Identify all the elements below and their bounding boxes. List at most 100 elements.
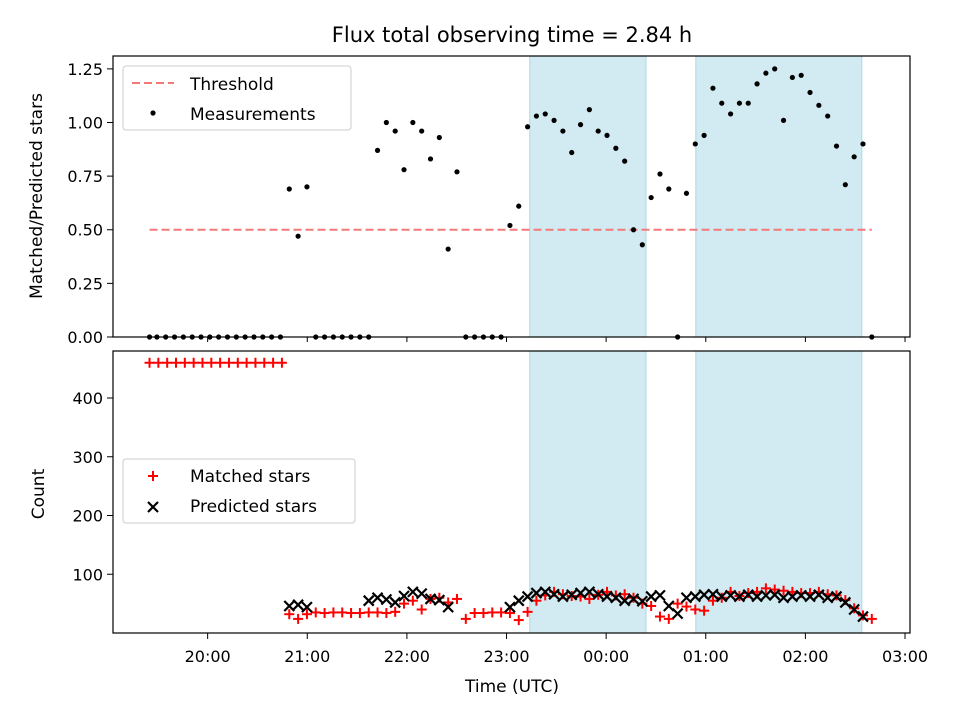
predicted-point-51-b [839,596,852,609]
matched-point-0 [144,357,155,368]
matched-point-38 [478,608,489,619]
matched-point-21 [328,607,339,618]
predicted-point-48 [813,589,825,601]
measurement-point-43 [524,124,531,130]
measurement-point-81 [860,141,866,147]
predicted-point-34-b [689,590,702,603]
predicted-point-13-b [504,601,516,613]
measurement-point-72 [780,117,787,123]
predicted-point-28 [636,595,649,608]
predicted-point-20-b [565,589,578,601]
bottom-panel: 100 200 300 400 20:00 21:00 22:00 23:00 00:00 01:… [72,350,928,666]
predicted-point-50-b [830,590,843,603]
predicted-point-4 [371,591,384,604]
matched-point-15 [276,357,287,368]
predicted-point-22 [583,586,596,598]
predicted-point-0-b [283,600,296,612]
matched-point-39 [487,607,498,618]
predicted-point-16-b [530,587,543,599]
matched-point-29 [399,598,410,609]
top-shaded-span-0 [529,55,647,338]
matched-point-3 [171,357,182,368]
bottom-ytick-label-2: 300 [72,448,103,467]
predicted-point-12 [442,601,454,613]
measurement-point-51 [595,128,601,134]
top-legend: Threshold Measurements [122,65,352,131]
matched-point-31 [416,604,427,615]
predicted-point-0 [283,600,296,612]
measurement-point-35 [454,169,460,175]
predicted-point-23 [592,588,604,601]
predicted-point-2-b [301,601,313,613]
matched-point-2 [162,357,173,368]
predicted-point-42-b [760,589,772,602]
bottom-shaded-span-0 [529,350,647,634]
predicted-point-36 [707,588,719,601]
measurement-point-17 [295,233,301,239]
predicted-point-3 [362,594,375,607]
measurement-point-77 [825,113,831,119]
bottom-ylabel: Count [29,468,49,519]
measurement-point-73 [789,74,795,81]
top-panel: 0.00 0.25 0.50 0.75 1.00 1.25 [67,55,911,347]
predicted-point-26-b [618,594,631,607]
matched-point-8 [215,357,226,368]
measurement-point-76 [816,102,822,108]
legend-measurements-swatch [150,110,156,116]
measurement-point-50 [586,107,592,113]
predicted-point-18-b [548,588,560,601]
measurement-point-62 [692,141,698,147]
predicted-point-47 [804,590,816,603]
predicted-point-9 [415,587,428,600]
measurement-point-29 [401,167,407,173]
predicted-point-11 [433,594,446,606]
matched-point-12 [250,357,261,368]
matched-point-50 [584,593,595,604]
predicted-point-16 [530,587,543,599]
measurement-point-57 [648,194,654,201]
matched-point-43 [522,606,533,617]
matched-point-60 [672,598,683,609]
predicted-point-5 [380,593,393,606]
predicted-point-20 [565,589,578,601]
predicted-point-43 [768,589,781,601]
measurement-point-54 [622,158,628,164]
bottom-legend-box [122,458,356,524]
predicted-point-46-b [795,589,807,602]
measurement-point-41 [507,222,513,229]
measurement-point-45 [542,111,548,117]
predicted-point-35 [698,589,710,601]
matched-point-10 [232,357,243,368]
bottom-xtick-label-7: 03:00 [882,647,928,666]
measurement-point-79 [842,182,848,188]
measurement-point-70 [763,70,769,76]
predicted-point-6-b [389,596,401,609]
predicted-point-14 [512,594,525,607]
measurement-point-30 [410,119,416,126]
bottom-ytick-label-1: 200 [72,507,103,526]
predicted-point-33-b [680,591,693,604]
matched-point-37 [469,608,480,619]
predicted-point-14-b [512,594,525,607]
matched-point-42 [513,615,524,626]
matched-point-20 [319,608,330,619]
predicted-point-29-b [645,590,657,603]
measurement-point-53 [613,145,619,151]
measurement-point-16 [286,186,292,192]
measurement-point-49 [577,122,584,128]
matched-point-57 [646,600,657,611]
predicted-point-38-b [724,589,737,602]
predicted-point-36-b [707,588,719,601]
legend-matched-label: Matched stars [190,467,310,487]
predicted-point-1 [292,599,304,611]
bottom-xtick-label-6: 02:00 [782,647,828,666]
measurement-point-52 [604,132,610,138]
measurement-point-75 [807,89,813,96]
matched-point-70 [760,583,771,594]
predicted-point-53 [857,610,869,623]
predicted-point-1-b [292,599,304,611]
measurement-point-55 [630,227,637,233]
predicted-point-49-b [821,591,834,604]
predicted-point-50 [830,590,843,603]
matched-point-1 [153,357,164,368]
